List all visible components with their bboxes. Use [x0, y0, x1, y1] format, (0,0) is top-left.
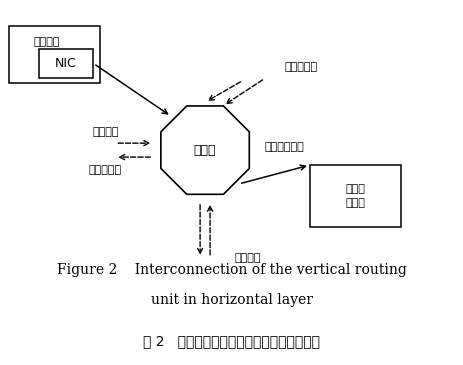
Text: Figure 2    Interconnection of the vertical routing: Figure 2 Interconnection of the vertical…: [57, 263, 406, 277]
Text: NIC: NIC: [55, 57, 77, 70]
Polygon shape: [161, 106, 249, 194]
Text: 资源节点: 资源节点: [34, 37, 60, 47]
Bar: [9, 26, 100, 83]
Bar: [309, 165, 400, 227]
Text: 图 2   垂直扩展路由单元在水平层的互连关系: 图 2 垂直扩展路由单元在水平层的互连关系: [143, 334, 320, 349]
Text: 对面方向: 对面方向: [234, 253, 261, 263]
Text: 顺时针方向: 顺时针方向: [88, 165, 122, 175]
Text: 层间垂直方向: 层间垂直方向: [263, 142, 303, 152]
Text: 逆时针方向: 逆时针方向: [284, 62, 317, 72]
Text: 本地方向: 本地方向: [92, 127, 119, 137]
Text: 路由器: 路由器: [194, 143, 216, 157]
Bar: [38, 49, 93, 78]
Text: unit in horizontal layer: unit in horizontal layer: [150, 293, 313, 307]
Text: 层间互
连网络: 层间互 连网络: [345, 184, 365, 208]
